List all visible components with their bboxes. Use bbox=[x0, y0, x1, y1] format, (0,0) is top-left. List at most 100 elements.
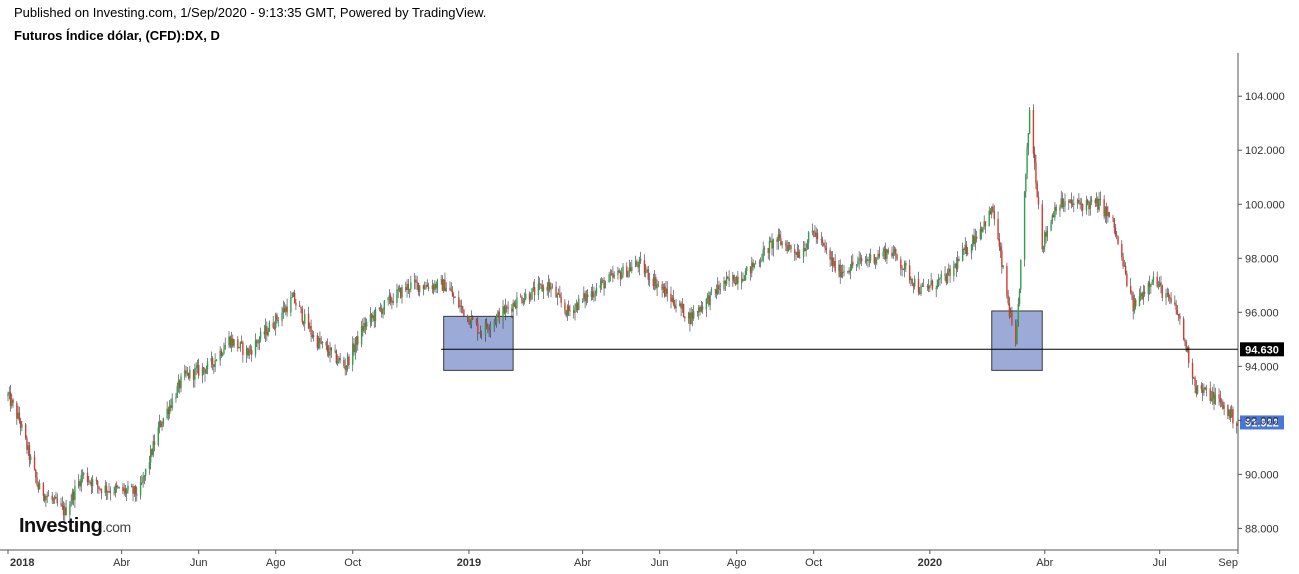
candle-511 bbox=[910, 276, 912, 287]
candle-273 bbox=[488, 324, 490, 338]
candle-body-639 bbox=[1135, 299, 1137, 307]
candle-body-476 bbox=[848, 270, 850, 273]
candle-body-290 bbox=[520, 296, 522, 298]
candle-680 bbox=[1209, 381, 1211, 404]
candle-339 bbox=[604, 280, 607, 289]
candle-421 bbox=[751, 256, 753, 278]
candle-628 bbox=[1116, 230, 1118, 240]
candle-body-480 bbox=[855, 264, 858, 266]
candle-body-599 bbox=[1064, 201, 1066, 206]
x-tick-label-3: Ago bbox=[266, 557, 286, 569]
candle-body-73 bbox=[134, 486, 137, 495]
x-axis-ticks: 2018 Abr Jun Ago Oct 2019 Abr Jun Ago Oct 2020 Abr J… bbox=[7, 550, 1239, 569]
candle-body-595 bbox=[1059, 207, 1061, 211]
candle-204 bbox=[365, 318, 368, 331]
candle-body-429 bbox=[763, 248, 766, 250]
candle-body-424 bbox=[754, 263, 757, 265]
candle-14 bbox=[30, 454, 32, 465]
candle-272 bbox=[487, 323, 489, 334]
candle-body-464 bbox=[825, 247, 828, 251]
candle-body-339 bbox=[604, 282, 607, 289]
candle-body-641 bbox=[1140, 293, 1142, 297]
candle-583 bbox=[1036, 180, 1038, 198]
candle-163 bbox=[293, 289, 296, 304]
candle-470 bbox=[838, 259, 840, 278]
candle-454 bbox=[807, 231, 810, 250]
candle-body-420 bbox=[749, 266, 752, 274]
candle-body-688 bbox=[1222, 401, 1224, 409]
candle-629 bbox=[1117, 235, 1119, 245]
candle-365 bbox=[652, 273, 655, 290]
candle-345 bbox=[617, 266, 619, 280]
candle-634 bbox=[1126, 270, 1128, 288]
candle-body-588 bbox=[1045, 232, 1047, 237]
candle-357 bbox=[637, 261, 639, 273]
candle-body-159 bbox=[286, 306, 288, 313]
candle-body-366 bbox=[653, 277, 656, 286]
candle-678 bbox=[1204, 386, 1206, 391]
candle-241 bbox=[432, 283, 435, 295]
candle-body-643 bbox=[1142, 291, 1144, 300]
candle-94 bbox=[171, 393, 173, 411]
candle-394 bbox=[701, 301, 704, 314]
candle-519 bbox=[922, 278, 925, 287]
candle-423 bbox=[753, 263, 756, 269]
candle-body-172 bbox=[310, 326, 312, 335]
candle-35 bbox=[69, 501, 71, 522]
candle-body-452 bbox=[805, 248, 807, 251]
candle-283 bbox=[506, 304, 508, 313]
candle-body-660 bbox=[1174, 302, 1176, 305]
candle-179 bbox=[321, 341, 324, 349]
candle-342 bbox=[610, 269, 613, 276]
symbol-title: Futuros Índice dólar, (CFD):DX, D bbox=[14, 28, 220, 43]
candle-601 bbox=[1069, 199, 1071, 204]
candle-599 bbox=[1064, 193, 1066, 213]
candle-349 bbox=[622, 263, 624, 278]
candle-26 bbox=[52, 497, 55, 504]
candle-168 bbox=[302, 320, 305, 327]
candle-39 bbox=[74, 479, 76, 508]
candle-527 bbox=[938, 273, 940, 287]
candle-289 bbox=[516, 292, 518, 316]
candle-body-606 bbox=[1078, 199, 1080, 203]
candle-521 bbox=[927, 279, 930, 293]
candle-91 bbox=[167, 406, 170, 421]
candle-284 bbox=[507, 301, 509, 315]
candle-body-356 bbox=[636, 261, 638, 265]
candle-12 bbox=[27, 441, 29, 456]
candle-587 bbox=[1044, 230, 1046, 253]
candle-body-134 bbox=[242, 342, 244, 356]
candle-body-380 bbox=[679, 303, 681, 307]
candle-body-247 bbox=[442, 279, 445, 291]
candle-body-311 bbox=[556, 294, 559, 298]
candle-305 bbox=[546, 282, 548, 296]
candle-313 bbox=[559, 285, 561, 299]
candle-body-597 bbox=[1061, 198, 1064, 207]
candle-body-669 bbox=[1188, 347, 1190, 363]
candle-322 bbox=[575, 299, 577, 313]
candle-body-450 bbox=[802, 248, 805, 258]
candle-body-425 bbox=[758, 262, 761, 264]
candle-body-496 bbox=[883, 248, 886, 252]
candle-131 bbox=[238, 346, 240, 349]
candle-398 bbox=[709, 291, 711, 311]
candle-body-113 bbox=[205, 369, 207, 374]
candle-body-682 bbox=[1212, 391, 1214, 399]
candle-body-488 bbox=[868, 260, 870, 262]
candle-body-149 bbox=[268, 322, 271, 332]
candle-body-477 bbox=[849, 269, 852, 273]
candle-body-282 bbox=[504, 306, 507, 314]
candle-40 bbox=[78, 474, 80, 489]
candle-body-563 bbox=[1001, 250, 1003, 268]
candle-158 bbox=[285, 304, 287, 316]
candle-body-127 bbox=[230, 338, 233, 347]
candle-481 bbox=[857, 256, 859, 268]
candle-648 bbox=[1151, 279, 1153, 285]
candle-body-173 bbox=[311, 334, 314, 338]
candle-520 bbox=[926, 283, 929, 291]
x-tick-label-11: Abr bbox=[1036, 557, 1053, 569]
candle-body-478 bbox=[850, 261, 853, 270]
candle-417 bbox=[743, 275, 745, 282]
candle-body-457 bbox=[814, 231, 816, 237]
